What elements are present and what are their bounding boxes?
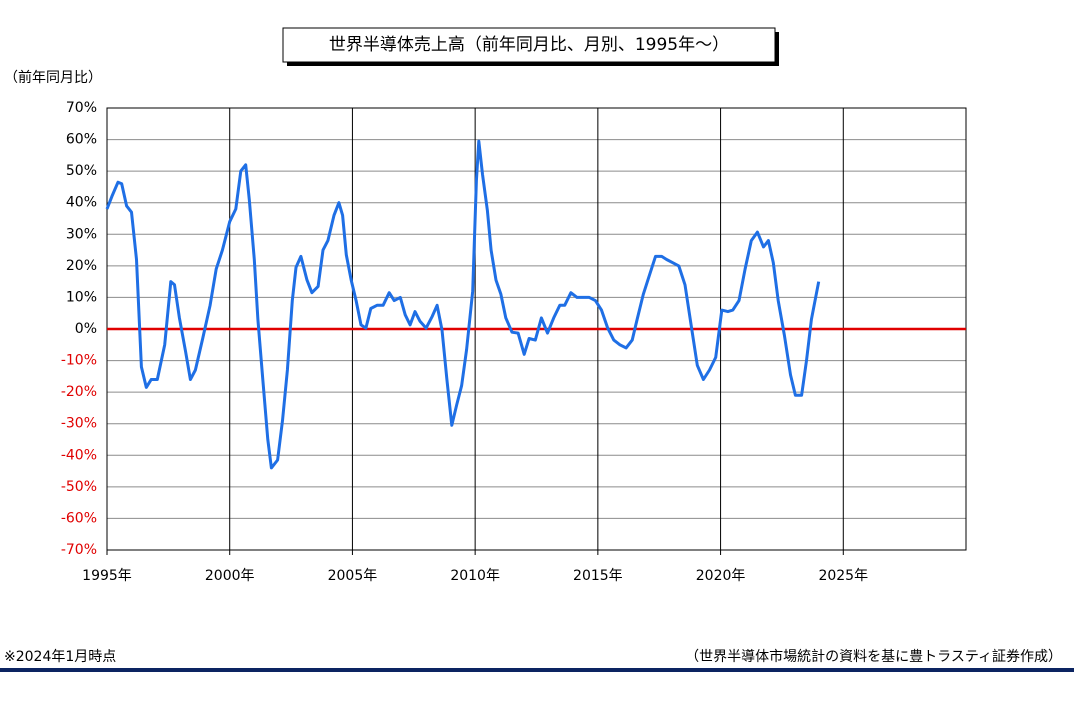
chart-title: 世界半導体売上高（前年同月比、月別、1995年～） — [329, 35, 729, 55]
y-tick-label: 20% — [66, 258, 97, 274]
x-tick-label: 2005年 — [328, 568, 378, 584]
y-tick-label: 70% — [66, 100, 97, 116]
y-tick-label: -70% — [61, 542, 97, 558]
x-tick-label: 2015年 — [573, 568, 623, 584]
source: （世界半導体市場統計の資料を基に豊トラスティ証券作成） — [685, 648, 1062, 665]
y-tick-label: 0% — [75, 321, 97, 337]
x-tick-label: 2020年 — [696, 568, 746, 584]
y-tick-label: 40% — [66, 195, 97, 211]
y-tick-label: 60% — [66, 132, 97, 148]
y-tick-label: -30% — [61, 416, 97, 432]
x-tick-label: 2000年 — [205, 568, 255, 584]
x-tick-label: 1995年 — [82, 568, 132, 584]
y-axis-label: （前年同月比） — [4, 69, 102, 86]
y-tick-label: -10% — [61, 353, 97, 369]
y-tick-label: 50% — [66, 163, 97, 179]
y-tick-label: 30% — [66, 226, 97, 242]
y-tick-label: -20% — [61, 384, 97, 400]
y-tick-label: -40% — [61, 447, 97, 463]
y-tick-label: -50% — [61, 479, 97, 495]
x-tick-label: 2025年 — [818, 568, 868, 584]
footer-rule — [0, 668, 1074, 672]
title-box — [282, 27, 776, 63]
note: ※2024年1月時点 — [4, 649, 116, 665]
y-tick-label: 10% — [66, 289, 97, 305]
y-tick-label: -60% — [61, 510, 97, 526]
series-line — [105, 139, 821, 470]
x-tick-label: 2010年 — [450, 568, 500, 584]
